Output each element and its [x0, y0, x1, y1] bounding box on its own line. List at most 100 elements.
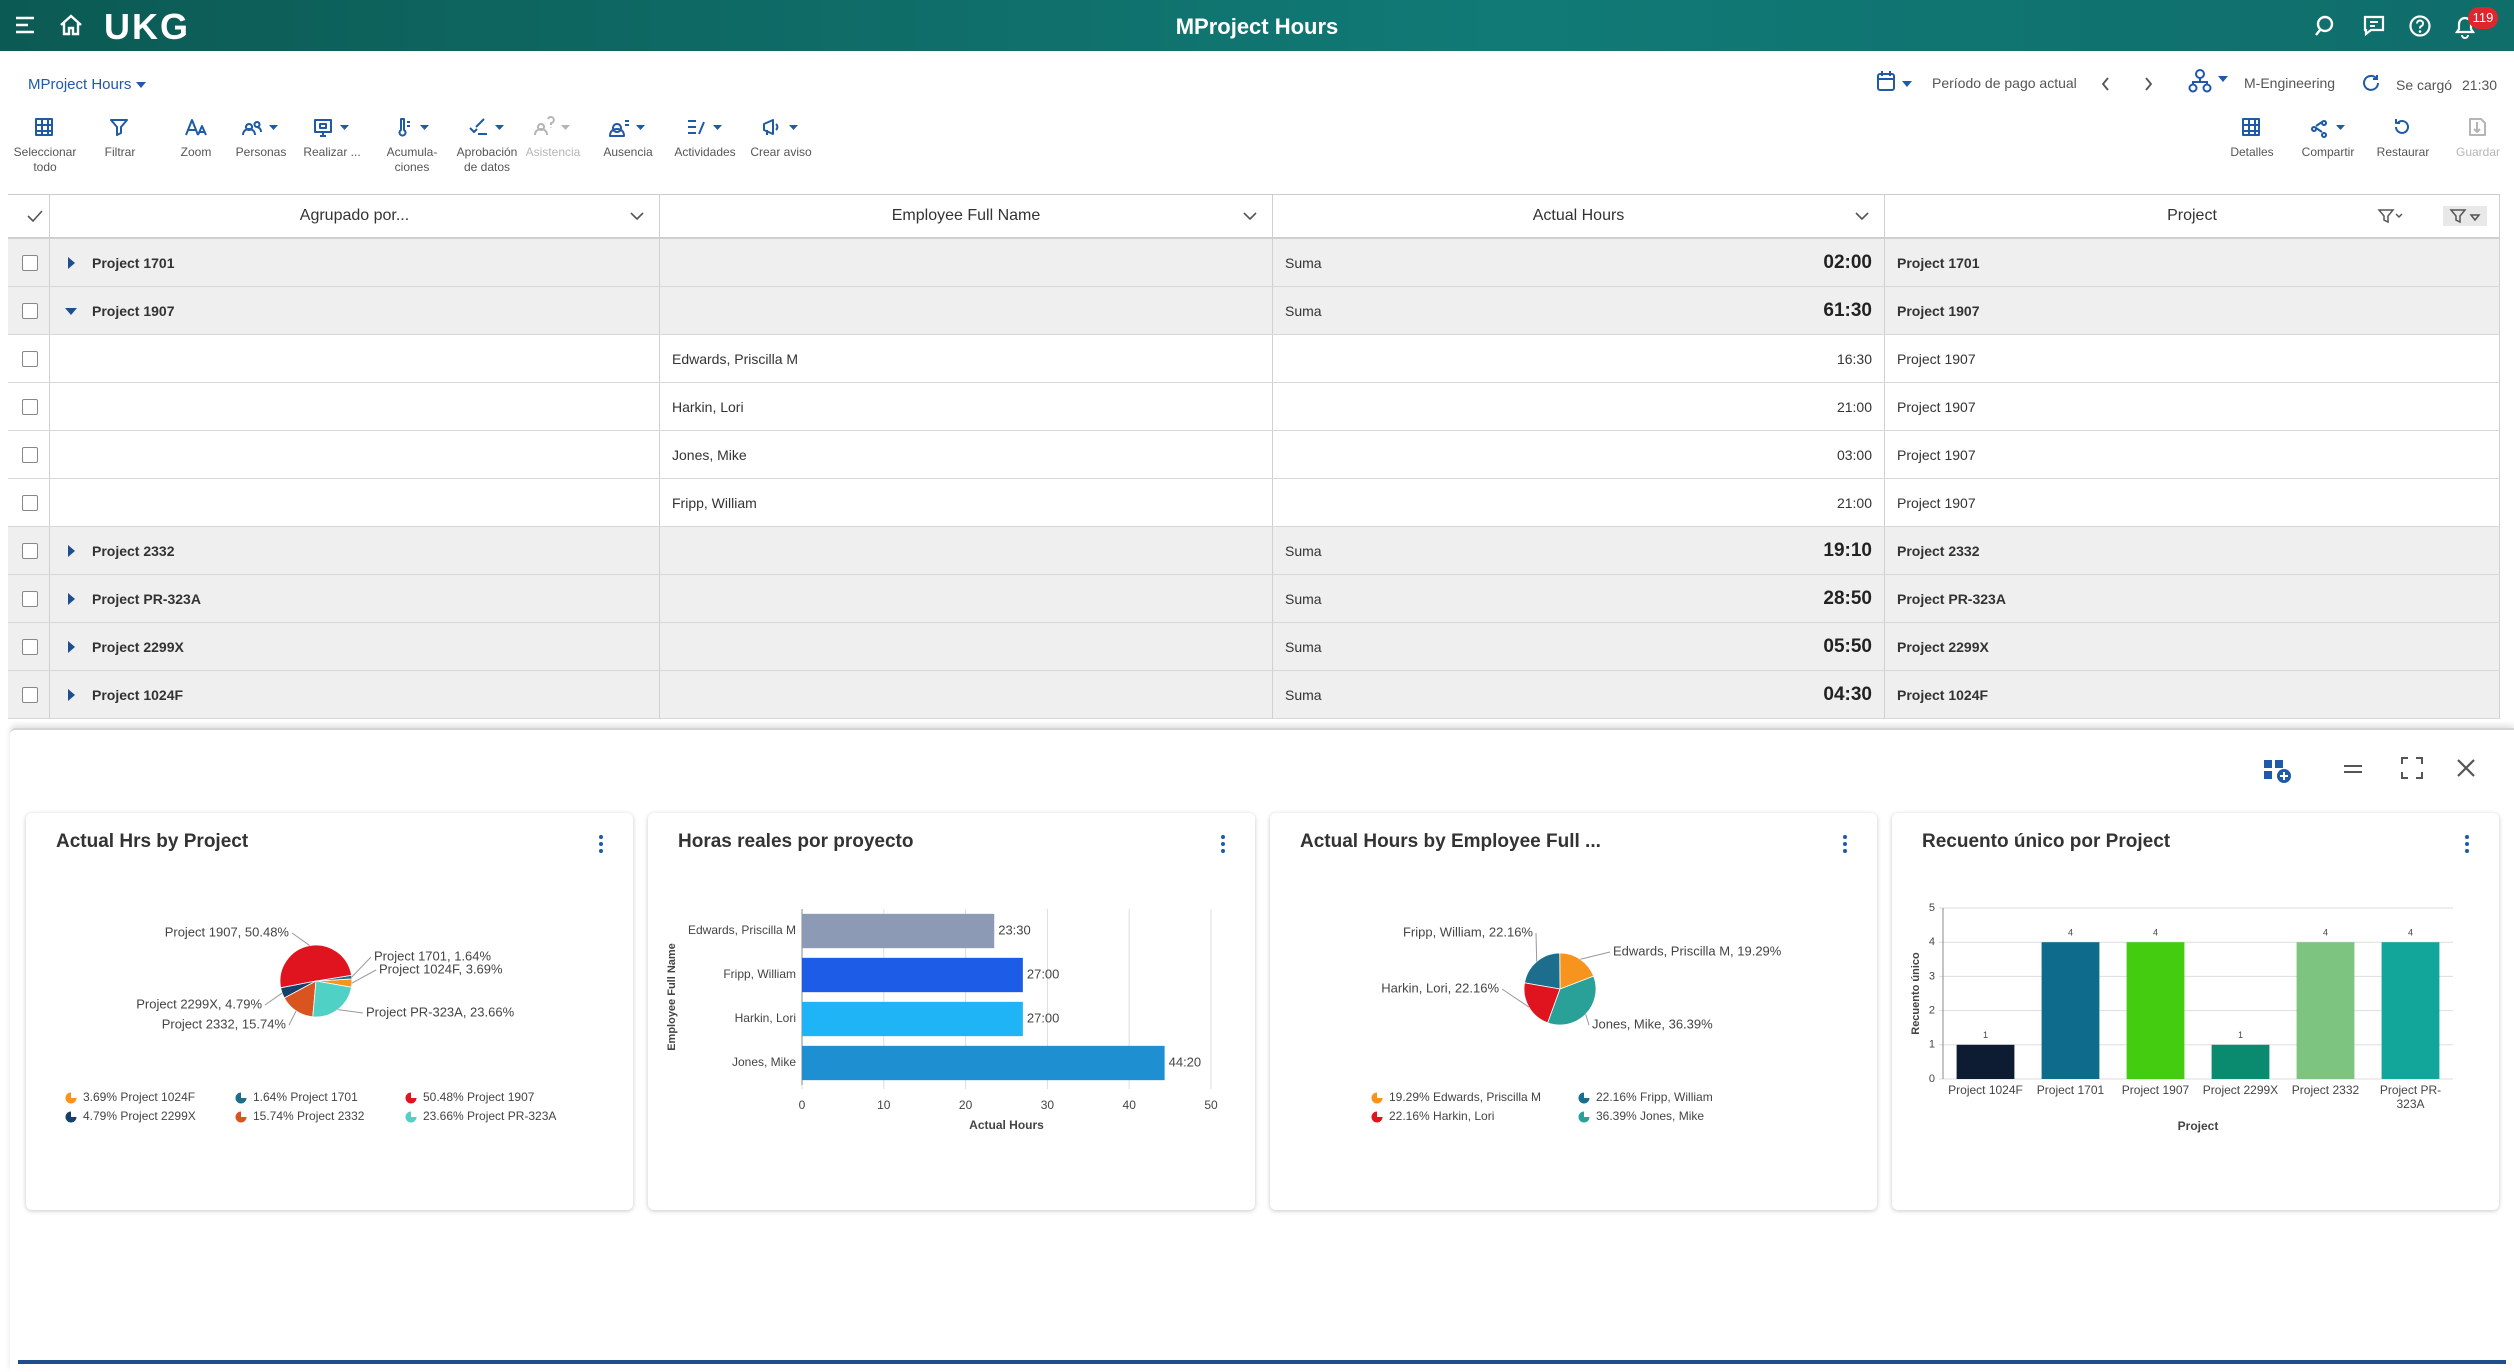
expand-toggle[interactable] [64, 688, 78, 702]
caret [68, 545, 75, 557]
employee-cell: Edwards, Priscilla M [660, 335, 1273, 382]
group-label: Project 2332 [92, 543, 175, 559]
minimize-button[interactable] [2342, 760, 2366, 780]
column-header[interactable]: Agrupado por... [50, 195, 660, 237]
add-widget-button[interactable] [2262, 756, 2296, 786]
row-checkbox[interactable] [22, 447, 38, 463]
row-checkbox[interactable] [22, 495, 38, 511]
toolbar-icon [108, 116, 132, 140]
toolbar-label: Compartir [2286, 145, 2370, 160]
location-button[interactable] [2188, 68, 2232, 96]
aggregate-label: Suma [1285, 687, 1322, 703]
toolbar-button[interactable]: Acumula-ciones [370, 116, 454, 175]
group-row: Project 1701Suma02:00Project 1701 [8, 239, 2500, 287]
bar [2297, 942, 2355, 1079]
menu-dot [599, 849, 603, 853]
project-name: Project 1907 [1897, 351, 1976, 367]
toolbar-icon [2466, 116, 2490, 140]
row-checkbox[interactable] [22, 591, 38, 607]
toolbar-button[interactable]: Restaurar [2361, 116, 2445, 160]
project-cell: Project 2332 [1885, 527, 2500, 574]
caret [340, 125, 349, 130]
y-tick-label: Edwards, Priscilla M [688, 923, 796, 937]
hours-value: 19:10 [1823, 540, 1872, 562]
slice-label: Project PR-323A, 23.66% [366, 1004, 515, 1019]
caret [68, 689, 75, 701]
search-button[interactable] [2314, 14, 2338, 38]
value-label: 27:00 [1027, 966, 1060, 981]
column-title: Employee Full Name [892, 207, 1041, 225]
toolbar-button[interactable]: Filtrar [78, 116, 162, 160]
panel-bottom-bar [18, 1360, 2506, 1364]
menu-dot [1221, 842, 1225, 846]
row-checkbox[interactable] [22, 255, 38, 271]
leader-line [1586, 1014, 1589, 1025]
toolbar-icon [392, 116, 432, 140]
x-tick-label-box: Project 1907 [2113, 1083, 2198, 1119]
column-header[interactable]: Employee Full Name [660, 195, 1273, 237]
toolbar-button[interactable]: Ausencia [586, 116, 670, 160]
project-cell: Project PR-323A [1885, 575, 2500, 622]
location-label[interactable]: M-Engineering [2244, 75, 2335, 91]
period-nav[interactable] [2098, 74, 2158, 94]
refresh-button[interactable] [2360, 73, 2382, 95]
caret [713, 125, 722, 130]
caret [68, 641, 75, 653]
select-all-cell[interactable] [8, 195, 50, 237]
toolbar-button[interactable]: Realizar ... [290, 116, 374, 160]
x-tick-label: 10 [877, 1098, 891, 1112]
column-header[interactable]: Project [1885, 195, 2500, 237]
y-tick-label: 2 [1929, 1005, 1935, 1017]
group-row: Project PR-323ASuma28:50Project PR-323A [8, 575, 2500, 623]
chart-menu-button[interactable] [2465, 835, 2469, 853]
legend-swatch-cut [71, 1092, 77, 1098]
x-tick-label-box: Project 2332 [2283, 1083, 2368, 1119]
column-header[interactable]: Actual Hours [1273, 195, 1885, 237]
row-checkbox[interactable] [22, 351, 38, 367]
chevron [1244, 213, 1256, 219]
group-label: Project 1907 [92, 303, 175, 319]
chart-menu-button[interactable] [599, 835, 603, 853]
caret [68, 257, 75, 269]
chart-card: Horas reales por proyecto01020304050Edwa… [648, 813, 1255, 1210]
help-button[interactable] [2408, 14, 2432, 38]
toolbar-icon [761, 116, 801, 140]
toolbar-button[interactable]: Crear aviso [739, 116, 823, 160]
view-selector[interactable]: MProject Hours [28, 76, 146, 93]
legend-label: 36.39% Jones, Mike [1596, 1109, 1704, 1123]
project-name: Project 1907 [1897, 303, 1980, 319]
row-checkbox[interactable] [22, 639, 38, 655]
x-tick-label-box: Project 2299X [2198, 1083, 2283, 1119]
chat-button[interactable] [2362, 14, 2386, 38]
project-name: Project 2299X [1897, 639, 1989, 655]
expand-toggle[interactable] [64, 256, 78, 270]
toolbar-button[interactable]: Seleccionar todo [3, 116, 87, 175]
toolbar-button[interactable]: Actividades [663, 116, 747, 160]
x-tick-label-box: Project PR-323A [2368, 1083, 2453, 1119]
detail-row: Edwards, Priscilla M16:30Project 1907 [8, 335, 2500, 383]
period-button[interactable] [1876, 70, 1916, 94]
toolbar-button[interactable]: Compartir [2286, 116, 2370, 160]
project-cell: Project 2299X [1885, 623, 2500, 670]
chart-menu-button[interactable] [1221, 835, 1225, 853]
row-checkbox[interactable] [22, 543, 38, 559]
expand-toggle[interactable] [64, 592, 78, 606]
row-checkbox[interactable] [22, 399, 38, 415]
close-button[interactable] [2454, 756, 2478, 780]
filter-active-bg [2443, 206, 2487, 226]
expand-button[interactable] [2400, 756, 2424, 780]
hours-cell: Suma19:10 [1273, 527, 1885, 574]
group-row: Project 2299XSuma05:50Project 2299X [8, 623, 2500, 671]
toolbar-button[interactable]: Detalles [2210, 116, 2294, 160]
expand-toggle[interactable] [64, 640, 78, 654]
chart-menu-button[interactable] [1843, 835, 1847, 853]
hours-cell: 21:00 [1273, 383, 1885, 430]
row-checkbox[interactable] [22, 303, 38, 319]
collapse-toggle[interactable] [64, 304, 78, 318]
y-tick-label: 3 [1929, 970, 1935, 982]
row-checkbox[interactable] [22, 687, 38, 703]
period-label[interactable]: Período de pago actual [1932, 75, 2077, 91]
x-axis-label: Project [2178, 1119, 2219, 1133]
expand-toggle[interactable] [64, 544, 78, 558]
